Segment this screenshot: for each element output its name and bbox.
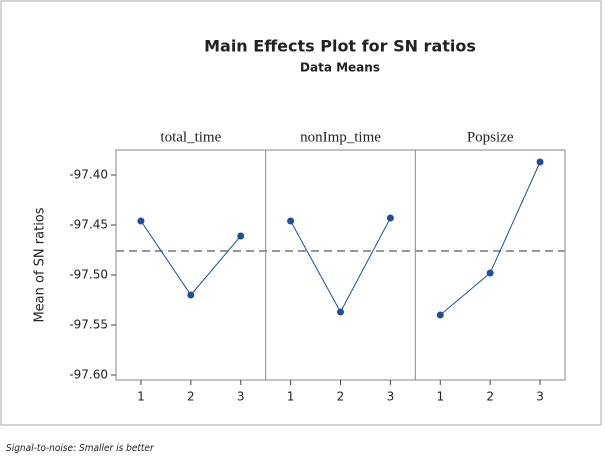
y-axis-label: Mean of SN ratios xyxy=(33,207,48,322)
panel-title: Popsize xyxy=(467,129,514,145)
data-point xyxy=(386,214,394,222)
x-tick-label: 2 xyxy=(337,390,345,404)
data-point xyxy=(237,232,245,240)
footnote: Signal-to-noise: Smaller is better xyxy=(6,443,155,454)
x-tick-label: 1 xyxy=(287,390,295,404)
x-tick-label: 1 xyxy=(137,390,145,404)
y-tick-label: -97.50 xyxy=(69,268,108,282)
x-tick-label: 3 xyxy=(536,390,544,404)
data-point xyxy=(137,217,145,225)
x-tick-label: 2 xyxy=(187,390,195,404)
y-tick-label: -97.55 xyxy=(69,318,108,332)
y-tick-label: -97.60 xyxy=(69,368,108,382)
x-tick-label: 2 xyxy=(486,390,494,404)
data-point xyxy=(187,291,195,299)
x-tick-label: 3 xyxy=(237,390,245,404)
data-point xyxy=(436,311,444,319)
y-tick-label: -97.45 xyxy=(69,218,108,232)
data-point xyxy=(536,158,544,166)
panel-title: nonImp_time xyxy=(300,129,381,145)
x-tick-label: 3 xyxy=(387,390,395,404)
x-tick-label: 1 xyxy=(436,390,444,404)
data-point xyxy=(287,217,295,225)
data-point xyxy=(337,308,344,316)
data-point xyxy=(486,269,494,277)
chart-subtitle: Data Means xyxy=(300,61,380,75)
panel-title: total_time xyxy=(160,129,221,145)
y-tick-label: -97.40 xyxy=(69,168,108,182)
chart-title: Main Effects Plot for SN ratios xyxy=(204,37,476,56)
plot-area xyxy=(115,149,566,381)
